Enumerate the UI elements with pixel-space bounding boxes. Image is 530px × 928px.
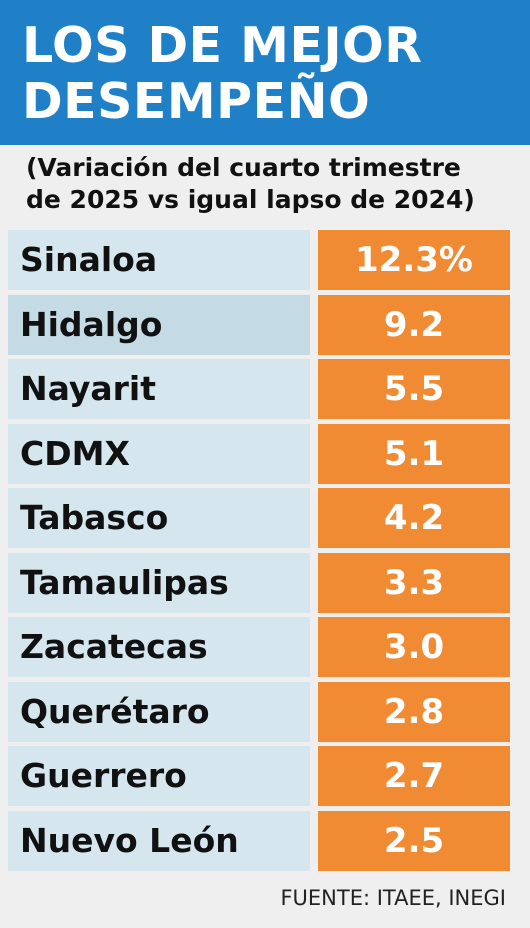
header: LOS DE MEJOR DESEMPEÑO [0,0,530,145]
value-cell: 12.3% [318,230,510,290]
table-row: CDMX 5.1 [0,423,530,484]
value-cell: 9.2 [318,294,510,355]
table-row: Nuevo León 2.5 [0,810,530,871]
state-cell: Nuevo León [8,810,310,871]
source: FUENTE: ITAEE, INEGI [280,886,506,910]
state-cell: Hidalgo [8,294,310,355]
title: DESEMPEÑO [22,73,371,130]
value-cell: 3.0 [318,617,510,677]
state-cell: Sinaloa [8,230,310,290]
state-cell: Querétaro [8,681,310,742]
subtitle: (Variación del cuarto trimestre [26,153,461,182]
value-cell: 3.3 [318,552,510,613]
value-cell: 2.8 [318,681,510,742]
subtitle: de 2025 vs igual lapso de 2024) [26,185,475,214]
state-cell: Zacatecas [8,617,310,677]
title: LOS DE MEJOR [22,17,423,74]
value-cell: 4.2 [318,488,510,548]
table-row: Hidalgo 9.2 [0,294,530,355]
state-cell: Nayarit [8,359,310,419]
state-cell: Tabasco [8,488,310,548]
value-cell: 2.7 [318,746,510,806]
value-cell: 2.5 [318,810,510,871]
table-row: Sinaloa 12.3% [0,230,530,290]
table-row: Querétaro 2.8 [0,681,530,742]
table-row: Guerrero 2.7 [0,746,530,806]
state-cell: CDMX [8,423,310,484]
state-cell: Tamaulipas [8,552,310,613]
table-row: Tabasco 4.2 [0,488,530,548]
table-row: Nayarit 5.5 [0,359,530,419]
value-cell: 5.5 [318,359,510,419]
table-row: Tamaulipas 3.3 [0,552,530,613]
table-row: Zacatecas 3.0 [0,617,530,677]
state-cell: Guerrero [8,746,310,806]
value-cell: 5.1 [318,423,510,484]
